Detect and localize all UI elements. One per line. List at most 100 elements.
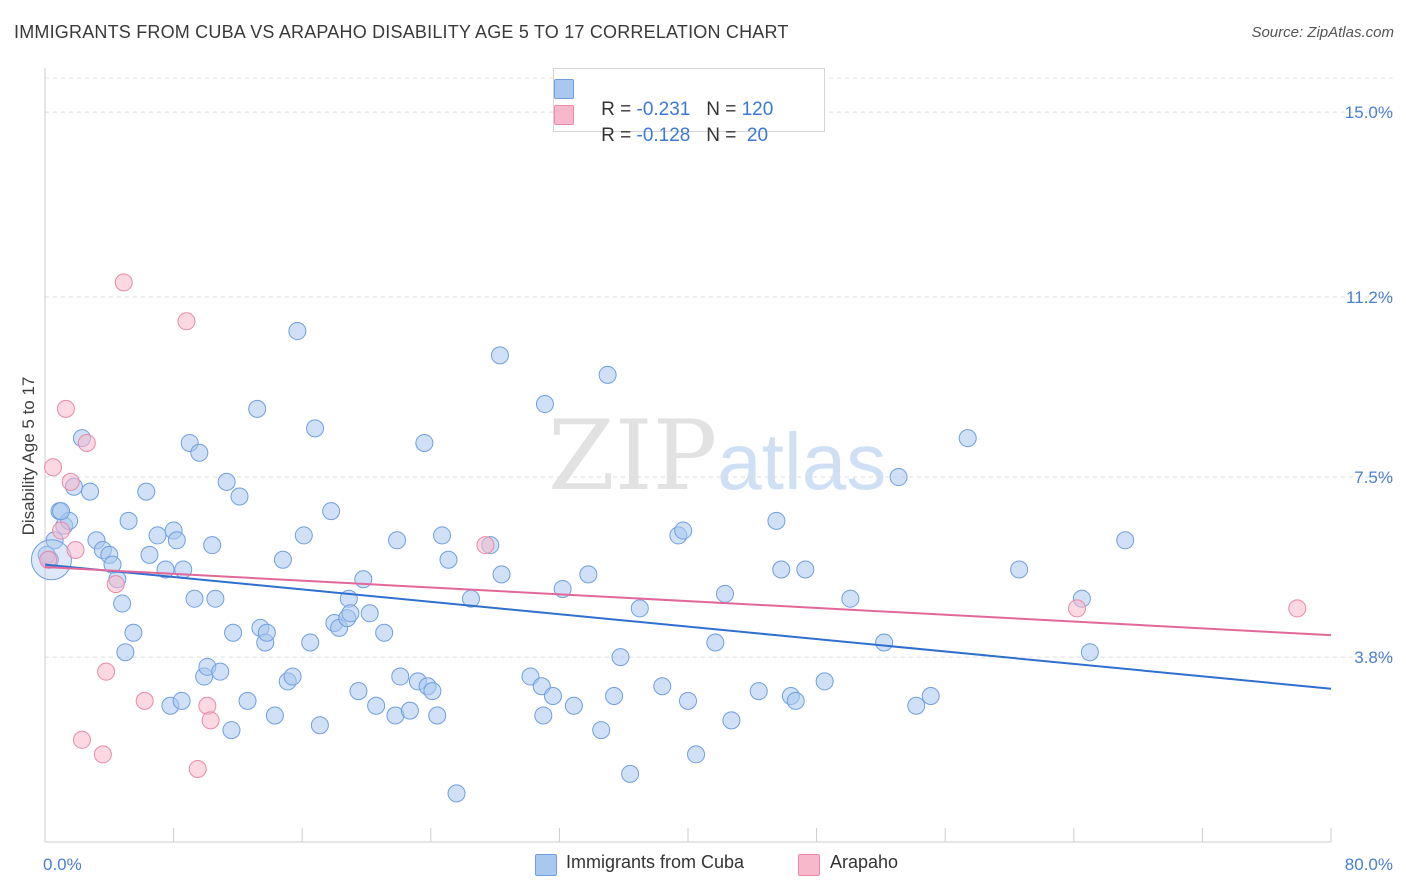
- data-point-arapaho: [52, 521, 71, 540]
- data-point-cuba: [439, 550, 458, 569]
- data-point-cuba: [875, 633, 894, 652]
- data-point-cuba: [786, 691, 805, 710]
- data-point-cuba: [400, 701, 419, 720]
- data-point-cuba: [248, 399, 267, 418]
- data-point-cuba: [598, 365, 617, 384]
- data-point-cuba: [206, 589, 225, 608]
- data-point-cuba: [360, 604, 379, 623]
- data-point-cuba: [605, 687, 624, 706]
- data-point-cuba: [447, 784, 466, 803]
- tick-labels: 3.8% 7.5% 11.2% 15.0% 0.0% 80.0% Disability Ag…: [19, 103, 1393, 874]
- data-point-cuba: [796, 560, 815, 579]
- series-arapaho: [39, 273, 1307, 779]
- data-point-cuba: [534, 706, 553, 725]
- data-point-cuba: [341, 604, 360, 623]
- legend-swatch-arapaho-bottom: [798, 854, 820, 876]
- legend-r-value: -0.231: [636, 99, 691, 120]
- data-point-arapaho: [77, 433, 96, 452]
- data-point-cuba: [116, 643, 135, 662]
- data-point-cuba: [921, 687, 940, 706]
- y-tick-label: 7.5%: [1354, 468, 1393, 487]
- data-point-cuba: [238, 691, 257, 710]
- correlation-legend: R = -0.231 N = 120 R = -0.128 N = 20: [553, 68, 825, 146]
- data-point-cuba: [306, 419, 325, 438]
- trend-line-arapaho: [44, 566, 1332, 637]
- x-tick-label: 80.0%: [1345, 855, 1393, 874]
- data-point-cuba: [322, 502, 341, 521]
- data-point-cuba: [772, 560, 791, 579]
- legend-n-value: 120: [741, 99, 774, 120]
- data-point-cuba: [124, 623, 143, 642]
- data-point-arapaho: [72, 730, 91, 749]
- data-point-cuba: [621, 764, 640, 783]
- legend-swatch-cuba-bottom: [535, 854, 557, 876]
- data-point-arapaho: [198, 696, 217, 715]
- data-point-cuba: [52, 502, 71, 521]
- data-point-cuba: [172, 691, 191, 710]
- data-point-cuba: [113, 594, 132, 613]
- data-point-cuba: [553, 579, 572, 598]
- data-point-cuba: [679, 691, 697, 710]
- data-point-arapaho: [135, 691, 154, 710]
- data-point-cuba: [288, 322, 307, 341]
- series-immigrants-from-cuba: [30, 322, 1135, 803]
- data-point-arapaho: [56, 399, 75, 418]
- data-point-cuba: [230, 487, 249, 506]
- data-point-cuba: [815, 672, 834, 691]
- trend-line-cuba: [44, 563, 1332, 690]
- data-point-cuba: [1116, 531, 1135, 550]
- data-point-cuba: [592, 721, 611, 740]
- data-point-cuba: [265, 706, 284, 725]
- y-tick-label: 3.8%: [1354, 648, 1393, 667]
- data-point-cuba: [423, 682, 442, 701]
- data-point-cuba: [203, 536, 222, 555]
- data-point-cuba: [889, 468, 908, 487]
- data-point-cuba: [490, 346, 509, 365]
- data-point-arapaho: [106, 575, 125, 594]
- data-point-cuba: [611, 648, 630, 667]
- trend-lines: [44, 563, 1332, 690]
- data-point-arapaho: [44, 458, 63, 477]
- data-point-cuba: [767, 511, 786, 530]
- data-point-arapaho: [1288, 599, 1307, 618]
- data-point-cuba: [428, 706, 447, 725]
- data-point-arapaho: [97, 662, 116, 681]
- data-point-cuba: [310, 716, 329, 735]
- data-point-cuba: [674, 521, 693, 540]
- data-point-cuba: [301, 633, 320, 652]
- data-point-cuba: [433, 526, 452, 545]
- data-point-cuba: [543, 687, 562, 706]
- legend-swatch-arapaho: [554, 105, 574, 125]
- legend-n-value: 20: [741, 125, 769, 146]
- data-point-cuba: [294, 526, 313, 545]
- data-point-cuba: [349, 682, 368, 701]
- data-point-cuba: [273, 550, 292, 569]
- data-point-cuba: [907, 696, 926, 715]
- data-point-cuba: [211, 662, 230, 681]
- data-point-arapaho: [1068, 599, 1087, 618]
- y-tick-label: 15.0%: [1345, 103, 1393, 122]
- legend-swatch-cuba: [554, 79, 574, 99]
- legend-r-label: R =: [601, 125, 637, 146]
- data-point-cuba: [1010, 560, 1029, 579]
- data-point-cuba: [140, 545, 159, 564]
- data-point-cuba: [388, 531, 407, 550]
- watermark: ZIPatlas: [548, 400, 886, 512]
- data-point-cuba: [687, 745, 706, 764]
- data-point-cuba: [653, 677, 672, 696]
- data-point-cuba: [391, 667, 410, 686]
- legend-n-label: N =: [706, 99, 742, 120]
- legend-label-arapaho: Arapaho: [830, 852, 899, 872]
- data-point-cuba: [715, 584, 734, 603]
- data-point-cuba: [257, 623, 276, 642]
- legend-r-value: -0.128: [636, 125, 691, 146]
- data-point-arapaho: [66, 541, 85, 560]
- data-point-cuba: [167, 531, 186, 550]
- legend-row-arapaho: R = -0.128 N = 20: [554, 103, 769, 169]
- data-point-cuba: [722, 711, 741, 730]
- data-point-arapaho: [177, 312, 196, 331]
- data-point-arapaho: [39, 550, 58, 569]
- data-point-cuba: [224, 623, 243, 642]
- data-point-cuba: [283, 667, 302, 686]
- data-point-cuba: [706, 633, 725, 652]
